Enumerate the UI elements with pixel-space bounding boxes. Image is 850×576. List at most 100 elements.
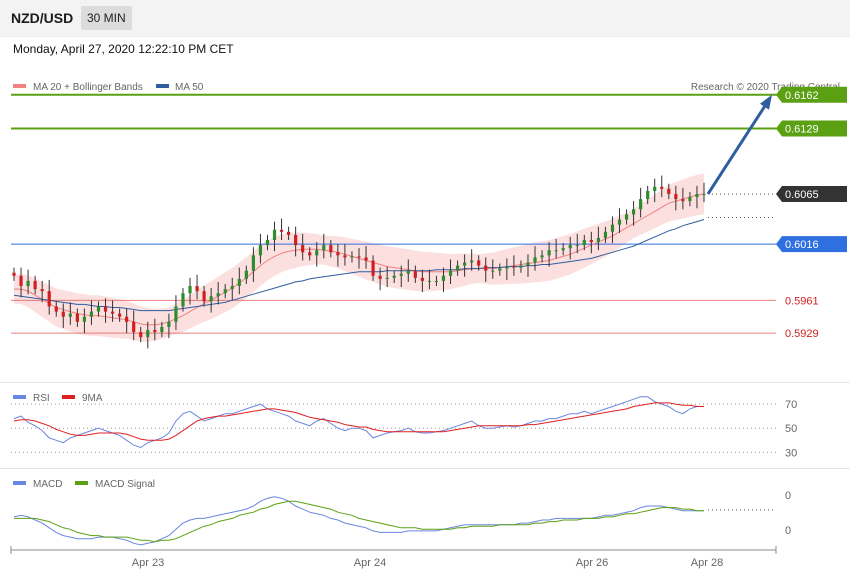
candle bbox=[19, 267, 23, 298]
rsi-tick-50: 50 bbox=[785, 423, 797, 435]
candle-body-up bbox=[639, 199, 643, 210]
candle-body-up bbox=[702, 193, 706, 195]
candle-body-up bbox=[399, 273, 403, 276]
candle-body-up bbox=[392, 275, 396, 278]
candle-body-up bbox=[315, 250, 319, 256]
candle-body-down bbox=[286, 231, 291, 235]
ma50-line bbox=[13, 219, 705, 312]
candle-body-down bbox=[681, 199, 685, 202]
current-price-tag bbox=[776, 185, 847, 202]
candle-body-up bbox=[533, 257, 537, 263]
candle bbox=[603, 226, 608, 244]
rsi-ma-legend-swatch bbox=[62, 395, 75, 399]
macd-legend-label: MACD bbox=[33, 479, 62, 490]
candle-body-up bbox=[441, 275, 446, 281]
candle-body-down bbox=[110, 311, 115, 314]
rsi-ma-line bbox=[13, 402, 704, 441]
candle-body-up bbox=[547, 250, 551, 256]
candle bbox=[455, 260, 460, 276]
rsi-line bbox=[13, 396, 704, 449]
candle bbox=[146, 321, 150, 349]
macd-legend-swatch bbox=[13, 481, 26, 485]
candle bbox=[589, 231, 593, 254]
candle bbox=[540, 250, 544, 263]
timeframe-button[interactable]: 30 MIN bbox=[81, 6, 132, 30]
credit-text: Research © 2020 Trading Central bbox=[691, 82, 840, 93]
candle-body-up bbox=[406, 270, 410, 274]
candle-body-up bbox=[695, 193, 699, 198]
candle bbox=[89, 300, 94, 325]
candle bbox=[195, 274, 199, 300]
candle bbox=[125, 308, 129, 334]
x-tick-label: Apr 28 bbox=[691, 557, 723, 569]
level-tag-0.6162 bbox=[776, 86, 847, 103]
candle bbox=[244, 265, 248, 284]
candle bbox=[153, 318, 157, 341]
candle bbox=[624, 209, 629, 225]
candle-body-down bbox=[19, 275, 23, 287]
candle bbox=[357, 248, 361, 269]
candle-body-up bbox=[646, 190, 650, 200]
candle-body-up bbox=[582, 240, 586, 246]
candle bbox=[329, 240, 333, 258]
current-price-label: 0.6065 bbox=[785, 189, 819, 201]
candle bbox=[96, 301, 101, 317]
candle-body-up bbox=[575, 245, 579, 247]
macd-pane: 00 bbox=[13, 490, 791, 546]
candle bbox=[378, 267, 382, 291]
candle-body-down bbox=[125, 316, 129, 322]
candle-body-down bbox=[139, 332, 143, 338]
candle bbox=[47, 279, 51, 315]
candle bbox=[413, 265, 417, 283]
ma50-legend-swatch bbox=[156, 84, 169, 88]
candle-body-up bbox=[434, 280, 439, 282]
candle bbox=[68, 302, 72, 325]
rsi-tick-30: 30 bbox=[785, 447, 797, 459]
rsi-tick-70: 70 bbox=[785, 399, 797, 411]
candle-body-up bbox=[427, 280, 432, 282]
candle bbox=[139, 326, 143, 343]
candle bbox=[617, 208, 622, 233]
candle bbox=[448, 259, 453, 284]
candle bbox=[279, 218, 284, 240]
candle bbox=[103, 298, 108, 323]
candle-body-up bbox=[209, 296, 213, 302]
candle bbox=[568, 236, 572, 260]
candle bbox=[702, 182, 706, 203]
candle bbox=[631, 201, 636, 226]
candle bbox=[695, 185, 699, 209]
candle-body-up bbox=[181, 293, 185, 307]
candle bbox=[364, 246, 368, 269]
candle-body-down bbox=[301, 245, 305, 253]
macd-tick-1: 0 bbox=[785, 525, 791, 537]
candle bbox=[596, 226, 600, 251]
candle-body-up bbox=[272, 229, 277, 240]
candle-body-down bbox=[329, 245, 333, 253]
x-tick-label: Apr 24 bbox=[354, 557, 386, 569]
candle-body-up bbox=[82, 316, 87, 322]
candle-body-up bbox=[540, 255, 544, 258]
candle-body-down bbox=[674, 193, 678, 200]
candle-body-down bbox=[33, 280, 37, 290]
forecast-arrow-shaft bbox=[706, 101, 769, 195]
candle bbox=[660, 175, 664, 198]
candle bbox=[110, 300, 115, 322]
candle bbox=[230, 277, 234, 301]
candle bbox=[237, 267, 241, 295]
candle-body-up bbox=[237, 278, 241, 287]
candle bbox=[385, 266, 389, 288]
rsi-legend-label: RSI bbox=[33, 393, 50, 404]
candle-body-down bbox=[308, 252, 312, 256]
candle-body-up bbox=[505, 266, 509, 269]
candle bbox=[209, 288, 213, 313]
candle-body-up bbox=[688, 197, 692, 202]
level-tag-0.6129 bbox=[776, 120, 847, 137]
candle-body-down bbox=[484, 265, 488, 271]
candle-body-down bbox=[512, 266, 516, 268]
level-label-0.6162: 0.6162 bbox=[785, 90, 819, 102]
candle bbox=[54, 301, 58, 317]
candle-body-up bbox=[322, 245, 326, 251]
candle bbox=[406, 259, 410, 282]
candle bbox=[667, 183, 671, 200]
